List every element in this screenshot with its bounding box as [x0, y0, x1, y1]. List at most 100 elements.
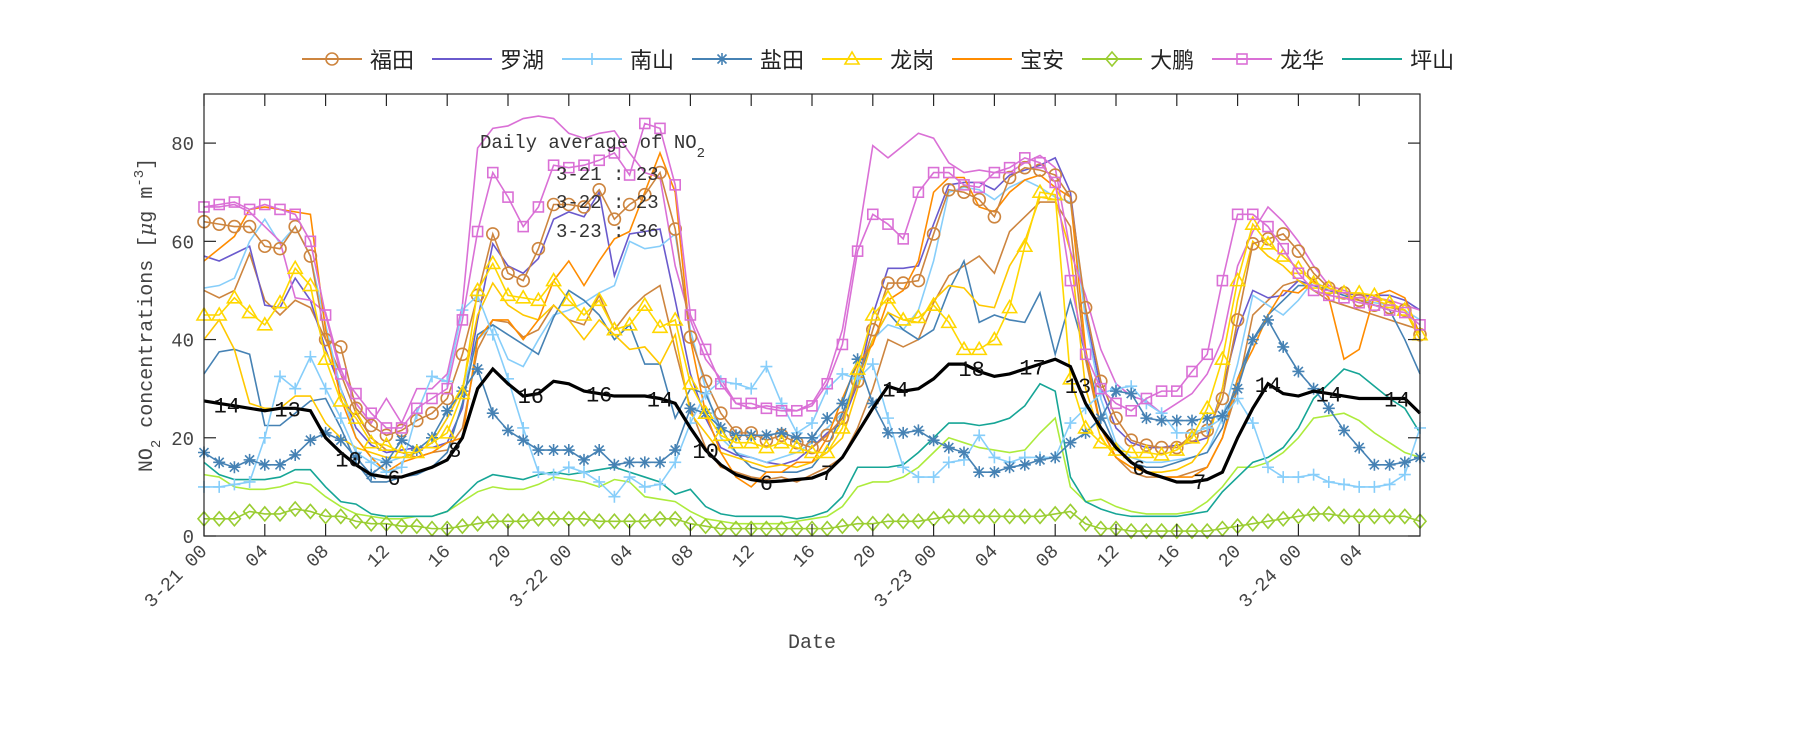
- data-point: [1186, 414, 1198, 427]
- series-line: [203, 122, 1421, 429]
- data-point: [409, 517, 424, 535]
- data-point: [319, 382, 332, 395]
- data-point: [742, 434, 760, 449]
- data-point: [1079, 348, 1092, 361]
- series-line: [203, 196, 1421, 473]
- data-point: [213, 456, 226, 469]
- x-tick-label: 3-23 00: [870, 541, 942, 613]
- data-point: [332, 392, 350, 407]
- data-point: [1016, 237, 1034, 253]
- data-point: [988, 466, 1001, 479]
- data-point: [806, 400, 818, 412]
- data-point: [818, 443, 836, 459]
- average-data-label: 17: [1019, 357, 1045, 382]
- average-data-label: 6: [387, 467, 400, 492]
- data-point: [698, 517, 713, 535]
- data-point: [865, 322, 880, 337]
- data-point: [1215, 391, 1230, 406]
- data-point: [1307, 468, 1320, 481]
- data-point: [668, 222, 683, 236]
- data-point: [910, 308, 927, 324]
- data-point: [302, 276, 319, 292]
- data-point: [1231, 382, 1244, 395]
- data-point: [1396, 301, 1414, 316]
- data-point: [758, 439, 775, 454]
- data-point: [592, 513, 607, 530]
- data-point: [745, 382, 758, 395]
- data-point: [380, 422, 393, 434]
- data-point: [304, 235, 317, 248]
- data-point: [637, 187, 652, 202]
- data-point: [454, 384, 471, 400]
- data-point: [456, 304, 469, 317]
- data-point: [334, 368, 347, 380]
- legend-swatch: [952, 58, 1013, 60]
- x-tick-label: 04: [1336, 541, 1368, 573]
- data-point: [1184, 522, 1200, 540]
- data-point: [593, 475, 606, 488]
- data-point: [576, 510, 592, 528]
- data-point: [438, 424, 456, 439]
- data-point: [379, 428, 394, 443]
- data-point: [560, 291, 578, 307]
- data-point: [849, 360, 866, 375]
- data-point: [958, 179, 970, 191]
- data-point: [925, 296, 942, 311]
- data-point: [1216, 274, 1229, 287]
- data-point: [1399, 306, 1411, 319]
- data-point: [1155, 385, 1168, 397]
- data-point: [912, 471, 925, 484]
- data-point: [426, 370, 438, 383]
- data-point: [730, 377, 742, 390]
- data-point: [1018, 160, 1032, 175]
- data-point: [636, 296, 654, 311]
- data-point: [532, 444, 545, 457]
- data-point: [575, 306, 593, 321]
- data-point: [882, 218, 894, 230]
- data-point: [760, 360, 773, 373]
- average-data-label: 16: [586, 384, 612, 409]
- data-point: [973, 181, 986, 194]
- data-point: [365, 456, 378, 469]
- data-point: [1262, 313, 1274, 326]
- data-point: [303, 503, 318, 520]
- data-point: [1236, 53, 1248, 65]
- data-point: [1320, 279, 1338, 294]
- data-point: [1367, 298, 1382, 312]
- data-point: [1338, 292, 1350, 304]
- data-point: [243, 453, 256, 466]
- data-point: [727, 434, 745, 449]
- data-point: [1276, 227, 1290, 241]
- average-data-label: 10: [335, 449, 361, 474]
- series-盐田-asterisk: [198, 313, 1426, 481]
- average-data-label: 7: [821, 462, 834, 487]
- data-point: [821, 377, 834, 390]
- data-point: [547, 444, 560, 457]
- data-point: [243, 203, 256, 216]
- data-point: [926, 227, 941, 241]
- data-point: [530, 291, 547, 307]
- data-point: [834, 419, 851, 434]
- data-point: [441, 404, 454, 417]
- annotation-line-2: 3-22 : 23: [556, 192, 659, 214]
- data-point: [1323, 289, 1335, 302]
- data-point: [1336, 508, 1352, 525]
- data-point: [289, 382, 302, 395]
- data-point: [395, 461, 408, 474]
- data-point: [607, 212, 622, 227]
- data-point: [806, 431, 818, 444]
- data-point: [820, 428, 835, 443]
- data-point: [349, 401, 363, 416]
- data-point: [1292, 471, 1305, 484]
- data-point: [880, 513, 896, 530]
- data-point: [1276, 510, 1291, 528]
- data-point: [499, 286, 517, 302]
- data-point: [1383, 458, 1396, 471]
- x-tick-label: 04: [606, 541, 638, 573]
- data-point: [1247, 208, 1259, 221]
- data-point: [242, 219, 257, 234]
- average-data-label: 14: [882, 379, 908, 404]
- x-tick-label: 3-24 00: [1235, 541, 1307, 613]
- data-point: [274, 458, 286, 471]
